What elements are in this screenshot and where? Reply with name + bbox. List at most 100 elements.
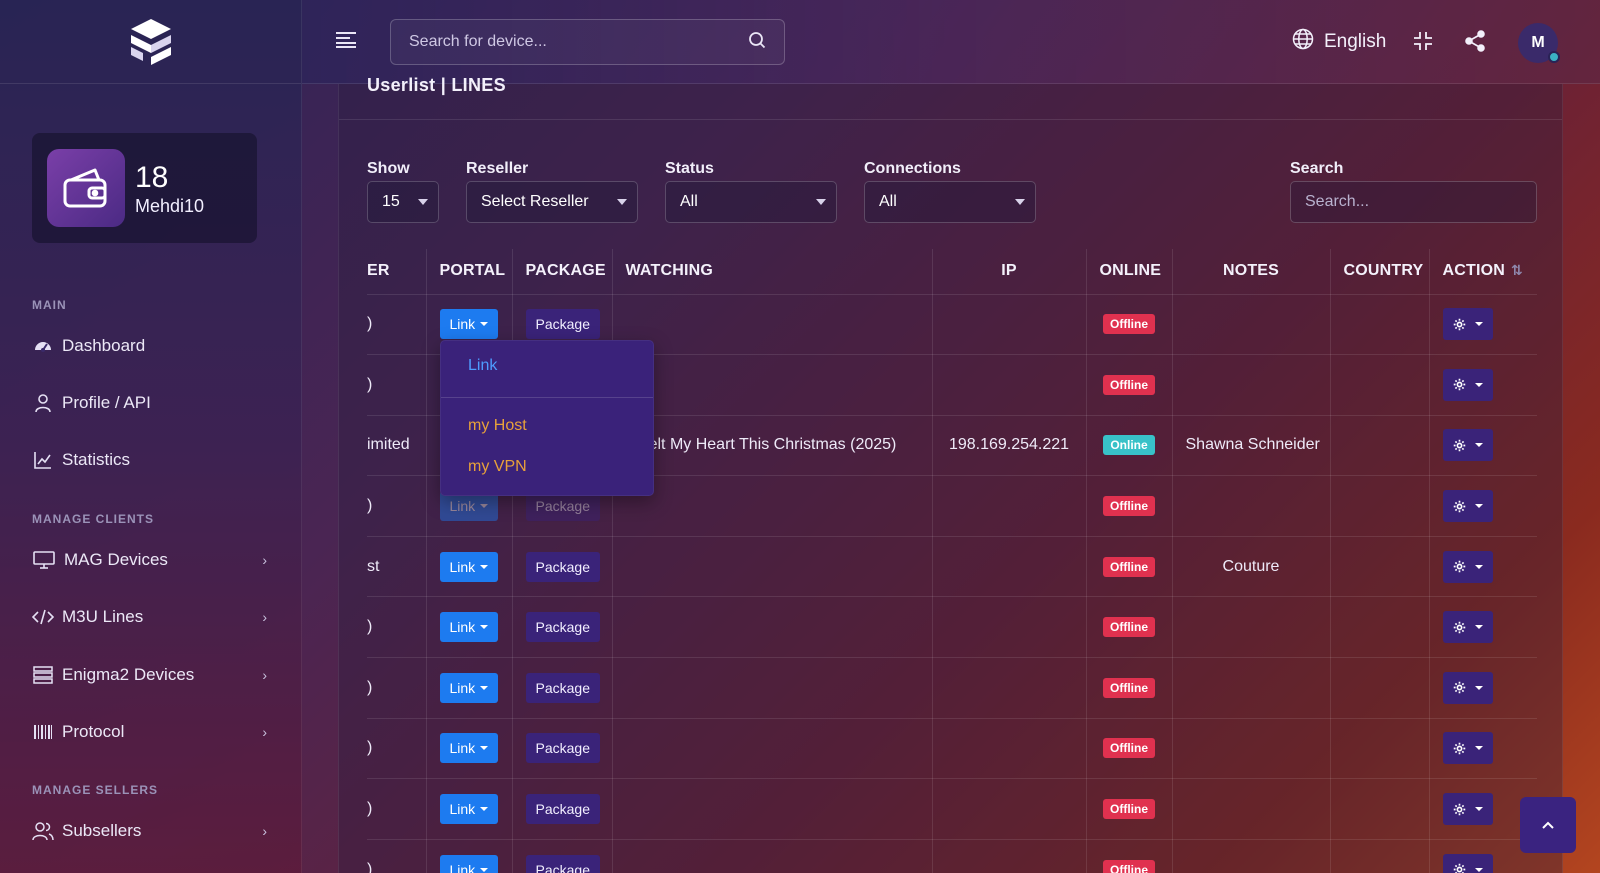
connections-select[interactable]: All bbox=[864, 181, 1036, 223]
package-button[interactable]: Package bbox=[525, 794, 600, 825]
col-notes[interactable]: NOTES bbox=[1171, 249, 1331, 295]
cell-watching bbox=[611, 657, 933, 719]
action-gear-button[interactable] bbox=[1442, 490, 1493, 523]
action-gear-button[interactable] bbox=[1442, 550, 1493, 583]
col-action[interactable]: ACTION ⇅ bbox=[1428, 249, 1537, 295]
sidebar-item-profile[interactable]: Profile / API bbox=[32, 388, 267, 418]
col-user[interactable]: ER bbox=[367, 249, 427, 295]
sidebar-item-dashboard[interactable]: Dashboard bbox=[32, 331, 267, 361]
gear-icon bbox=[1453, 682, 1465, 694]
action-gear-button[interactable] bbox=[1442, 368, 1493, 401]
cell-country bbox=[1329, 596, 1430, 659]
table-row: ) Link Package Offline bbox=[367, 596, 1537, 659]
status-badge: Offline bbox=[1103, 374, 1155, 395]
link-dropdown-button[interactable]: Link bbox=[439, 551, 499, 582]
cell-country bbox=[1329, 354, 1430, 416]
link-dropdown-button[interactable]: Link bbox=[439, 854, 499, 873]
device-search-input[interactable] bbox=[409, 33, 748, 51]
dropdown-header-link[interactable]: Link bbox=[468, 357, 498, 374]
gear-icon bbox=[1453, 439, 1465, 452]
action-gear-button[interactable] bbox=[1442, 793, 1493, 826]
cell-ip bbox=[931, 535, 1087, 598]
caret-down-icon bbox=[480, 564, 489, 569]
cell-country bbox=[1329, 717, 1430, 780]
cell-ip bbox=[931, 293, 1087, 356]
caret-down-icon bbox=[1474, 322, 1483, 327]
package-button[interactable]: Package bbox=[525, 854, 600, 873]
section-label-main: MAIN bbox=[32, 298, 67, 312]
col-portal[interactable]: PORTAL bbox=[425, 249, 513, 295]
col-online[interactable]: ONLINE bbox=[1085, 249, 1173, 295]
cell-online: Offline bbox=[1085, 475, 1173, 537]
action-gear-button[interactable] bbox=[1442, 732, 1493, 765]
sidebar-item-statistics[interactable]: Statistics bbox=[32, 445, 267, 475]
globe-icon bbox=[1292, 28, 1314, 56]
package-button[interactable]: Package bbox=[525, 551, 600, 582]
package-button[interactable]: Package bbox=[525, 672, 600, 703]
avatar[interactable]: M bbox=[1518, 23, 1560, 63]
cell-country bbox=[1329, 535, 1430, 598]
gear-icon bbox=[1453, 560, 1465, 573]
menu-toggle-icon[interactable] bbox=[336, 32, 356, 50]
package-button[interactable]: Package bbox=[525, 309, 600, 340]
package-button[interactable]: Package bbox=[525, 733, 600, 764]
brand-logo-icon[interactable] bbox=[129, 17, 173, 67]
cell-action bbox=[1428, 717, 1537, 780]
caret-down-icon bbox=[480, 322, 489, 327]
avatar-initial: M bbox=[1531, 34, 1545, 51]
cell-notes: Shawna Schneider bbox=[1171, 414, 1331, 477]
cell-online: Offline bbox=[1085, 596, 1173, 659]
link-dropdown-button[interactable]: Link bbox=[439, 491, 499, 522]
server-icon bbox=[32, 664, 54, 686]
col-ip[interactable]: IP bbox=[931, 249, 1087, 295]
link-dropdown-button[interactable]: Link bbox=[439, 612, 499, 643]
action-gear-button[interactable] bbox=[1442, 429, 1493, 462]
package-button[interactable]: Package bbox=[525, 612, 600, 643]
action-gear-button[interactable] bbox=[1442, 611, 1493, 644]
reseller-select[interactable]: Select Reseller bbox=[466, 181, 638, 223]
link-dropdown-button[interactable]: Link bbox=[439, 672, 499, 703]
sidebar-item-m3u-lines[interactable]: M3U Lines › bbox=[32, 602, 267, 632]
search-icon[interactable] bbox=[748, 31, 766, 54]
sidebar-item-enigma2-devices[interactable]: Enigma2 Devices › bbox=[32, 660, 267, 690]
cell-package: Package bbox=[511, 657, 613, 719]
scroll-to-top-button[interactable] bbox=[1520, 797, 1576, 853]
show-label: Show bbox=[367, 160, 410, 177]
caret-down-icon bbox=[480, 504, 489, 509]
cell-portal: Link bbox=[425, 535, 513, 598]
fullscreen-exit-icon[interactable] bbox=[1410, 28, 1436, 54]
col-package[interactable]: PACKAGE bbox=[511, 249, 613, 295]
share-icon[interactable] bbox=[1462, 28, 1488, 54]
action-gear-button[interactable] bbox=[1442, 308, 1493, 341]
link-dropdown-button[interactable]: Link bbox=[439, 733, 499, 764]
dashboard-icon bbox=[32, 335, 54, 357]
status-select[interactable]: All bbox=[665, 181, 837, 223]
cell-action bbox=[1428, 596, 1537, 659]
sidebar-item-label: Profile / API bbox=[62, 393, 151, 412]
sidebar-item-protocol[interactable]: Protocol › bbox=[32, 717, 267, 747]
link-button-label: Link bbox=[449, 740, 476, 757]
dropdown-divider bbox=[441, 397, 653, 398]
link-dropdown-button[interactable]: Link bbox=[439, 794, 499, 825]
status-badge: Online bbox=[1103, 435, 1155, 456]
language-selector[interactable]: English bbox=[1292, 28, 1386, 56]
cell-notes: Couture bbox=[1171, 535, 1331, 598]
cell-user: ) bbox=[367, 596, 427, 659]
action-gear-button[interactable] bbox=[1442, 671, 1493, 704]
action-gear-button[interactable] bbox=[1442, 853, 1493, 873]
table-search-input[interactable] bbox=[1290, 181, 1537, 223]
col-country[interactable]: COUNTRY bbox=[1329, 249, 1430, 295]
cell-action bbox=[1428, 293, 1537, 356]
cell-ip: 198.169.254.221 bbox=[931, 414, 1087, 477]
dropdown-item-my-vpn[interactable]: my VPN bbox=[468, 458, 527, 475]
show-select[interactable]: 15 bbox=[367, 181, 439, 223]
link-dropdown-button[interactable]: Link bbox=[439, 309, 499, 340]
cell-action bbox=[1428, 475, 1537, 537]
dropdown-item-my-host[interactable]: my Host bbox=[468, 417, 527, 434]
package-button[interactable]: Package bbox=[525, 491, 600, 522]
sidebar-item-mag-devices[interactable]: MAG Devices › bbox=[32, 545, 267, 575]
cell-user: ) bbox=[367, 354, 427, 416]
sidebar-item-subsellers[interactable]: Subsellers › bbox=[32, 816, 267, 846]
cell-user: ) bbox=[367, 778, 427, 840]
col-watching[interactable]: WATCHING bbox=[611, 249, 933, 295]
